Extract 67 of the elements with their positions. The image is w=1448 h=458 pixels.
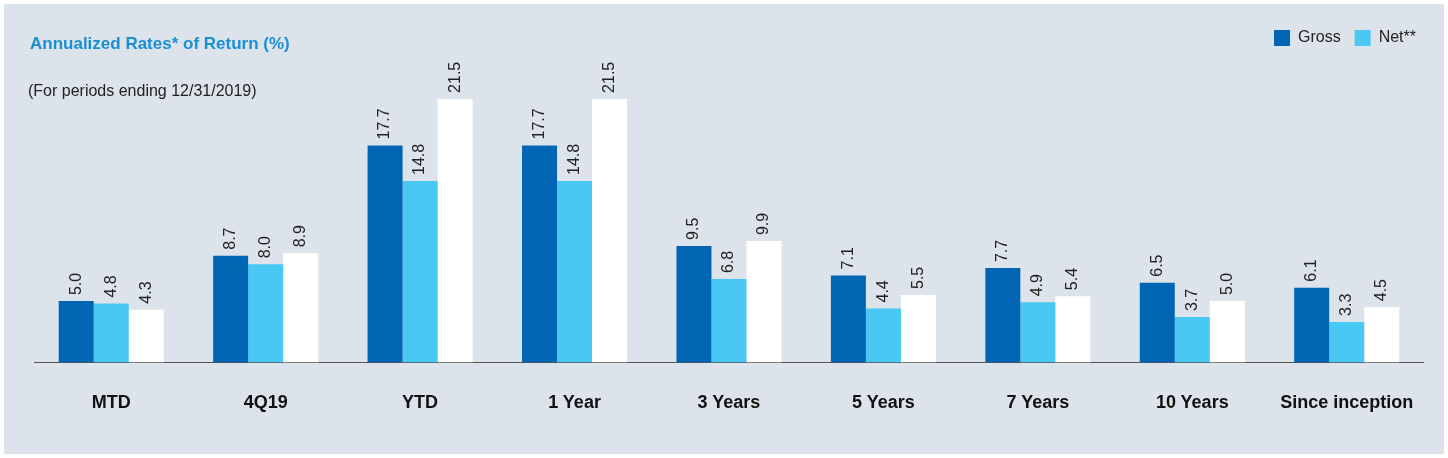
bar — [283, 253, 319, 363]
data-label: 17.7 — [529, 108, 547, 140]
bar — [128, 309, 164, 363]
data-label: 4.5 — [1372, 278, 1390, 302]
bar — [1174, 317, 1210, 363]
bar — [1020, 302, 1056, 363]
bar — [711, 279, 747, 363]
data-label: 9.9 — [754, 212, 772, 236]
data-label: 5.4 — [1063, 267, 1081, 291]
x-tick-label: 10 Years — [1155, 392, 1229, 413]
data-label: 14.8 — [564, 143, 582, 176]
bar — [1294, 287, 1330, 363]
legend-label: Gross — [1297, 28, 1341, 46]
bar — [1209, 301, 1245, 363]
bar — [900, 294, 936, 363]
data-label: 7.7 — [993, 239, 1011, 263]
data-label: 5.0 — [1217, 272, 1235, 296]
bar — [865, 308, 901, 363]
x-tick-label: YTD — [402, 392, 439, 413]
chart-title: Annualized Rates* of Return (%) — [30, 34, 290, 54]
bar — [830, 275, 866, 363]
data-label: 14.8 — [410, 143, 428, 176]
bar — [985, 268, 1021, 363]
bar — [1055, 296, 1091, 363]
x-tick-label: 7 Years — [1006, 392, 1070, 413]
data-label: 6.8 — [719, 250, 737, 274]
legend-label: Net** — [1378, 28, 1417, 46]
bar — [676, 245, 712, 363]
x-tick-label: Since inception — [1280, 392, 1414, 413]
x-tick-label: 4Q19 — [243, 392, 288, 413]
x-tick-label: 3 Years — [697, 392, 761, 413]
bar — [58, 301, 94, 363]
data-label: 6.5 — [1147, 254, 1165, 277]
data-label: 3.7 — [1182, 288, 1200, 312]
bar — [592, 98, 628, 363]
data-label: 3.3 — [1337, 293, 1355, 316]
bar — [522, 145, 558, 363]
data-label: 8.0 — [256, 236, 274, 259]
data-label: 5.5 — [908, 266, 926, 289]
bar — [367, 145, 403, 363]
x-tick-label: MTD — [91, 392, 131, 413]
bar — [437, 98, 473, 363]
data-label: 4.8 — [101, 275, 119, 298]
bar — [557, 181, 593, 363]
data-label: 5.0 — [66, 272, 84, 296]
x-tick-label: 1 Year — [548, 392, 601, 413]
bar — [248, 264, 284, 363]
x-tick-label: 5 Years — [852, 392, 915, 413]
data-label: 9.5 — [684, 217, 702, 240]
bar — [93, 303, 129, 363]
data-label: 17.7 — [375, 108, 393, 140]
data-label: 8.9 — [291, 224, 309, 248]
bar — [1329, 321, 1365, 363]
data-label: 21.5 — [599, 61, 617, 93]
bar — [746, 241, 782, 363]
data-label: 4.9 — [1028, 274, 1046, 297]
data-label: 4.3 — [136, 281, 154, 304]
bar — [402, 181, 438, 363]
data-label: 8.7 — [221, 227, 239, 250]
bar — [1364, 307, 1400, 363]
data-label: 4.4 — [873, 280, 891, 303]
data-label: 6.1 — [1302, 259, 1320, 282]
data-label: 21.5 — [445, 61, 463, 93]
chart-subtitle: (For periods ending 12/31/2019) — [28, 82, 257, 100]
bar — [213, 255, 249, 363]
data-label: 7.1 — [838, 247, 856, 270]
bar — [1139, 282, 1175, 363]
